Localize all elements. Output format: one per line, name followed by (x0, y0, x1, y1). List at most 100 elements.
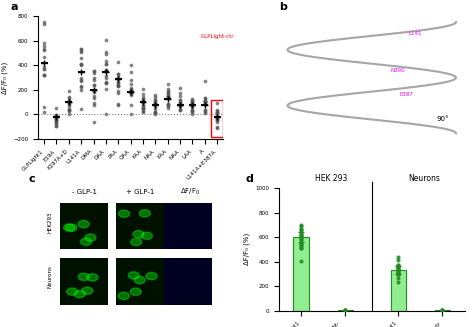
Point (115, 83, 122, 89)
Point (102, 80, 109, 85)
Point (90, 95, 97, 100)
Point (297, 258, 305, 264)
Point (341, 308, 349, 313)
Point (102, 49, 109, 55)
Point (65, 107, 73, 112)
Point (127, 87, 135, 92)
Y-axis label: ΔF/F₀ (%): ΔF/F₀ (%) (243, 233, 250, 266)
Point (438, 308, 446, 313)
Point (394, 271, 402, 277)
Point (102, 37, 109, 43)
Point (152, 110, 159, 115)
Point (297, 226, 305, 231)
Point (102, 67, 109, 72)
Point (297, 229, 305, 234)
Text: d: d (246, 174, 254, 184)
Text: Neurons: Neurons (408, 174, 440, 183)
Bar (435, 310, 450, 311)
Text: L141: L141 (409, 31, 422, 36)
Text: E387: E387 (400, 92, 413, 97)
Point (164, 94, 172, 99)
Point (201, 108, 209, 113)
Point (341, 307, 349, 312)
Point (394, 270, 402, 276)
Point (201, 99, 209, 104)
Point (102, 62, 109, 67)
Point (77, 46, 85, 51)
Point (77, 76, 85, 81)
Point (152, 100, 159, 105)
Point (297, 222, 305, 228)
Point (139, 97, 147, 102)
Point (115, 84, 122, 89)
Point (53, 112, 60, 118)
Point (127, 86, 135, 92)
Point (102, 112, 109, 117)
Circle shape (87, 274, 98, 281)
Point (189, 101, 196, 106)
Point (213, 119, 221, 124)
Circle shape (131, 238, 142, 246)
Point (213, 109, 221, 114)
Point (394, 280, 402, 285)
Circle shape (128, 272, 139, 279)
Point (65, 95, 73, 100)
Bar (116, 258, 164, 304)
Point (90, 83, 97, 88)
Point (201, 101, 209, 106)
Point (152, 110, 159, 115)
Point (341, 308, 349, 313)
Point (127, 92, 135, 97)
Text: GLPLight-ctr: GLPLight-ctr (201, 34, 234, 40)
Point (90, 68, 97, 74)
Point (297, 245, 305, 250)
Point (65, 98, 73, 104)
Point (297, 245, 305, 250)
Point (53, 123, 60, 128)
Text: + GLP-1: + GLP-1 (126, 189, 154, 195)
Point (201, 78, 209, 84)
Circle shape (78, 273, 90, 281)
Point (297, 236, 305, 242)
Point (394, 272, 402, 277)
Point (164, 104, 172, 109)
Point (438, 308, 446, 313)
Point (77, 79, 85, 84)
Point (40, 64, 48, 69)
Point (152, 107, 159, 112)
Point (139, 91, 147, 96)
Point (189, 107, 196, 112)
Point (297, 233, 305, 238)
Point (102, 86, 109, 92)
Point (189, 101, 196, 106)
Point (139, 108, 147, 113)
Point (90, 88, 97, 93)
Point (394, 269, 402, 274)
Point (164, 88, 172, 94)
Point (297, 231, 305, 236)
Point (201, 111, 209, 116)
Text: a: a (10, 2, 18, 12)
Circle shape (67, 288, 78, 295)
Point (164, 102, 172, 108)
Point (77, 56, 85, 61)
Y-axis label: ΔF/F₀ (%): ΔF/F₀ (%) (1, 61, 8, 94)
Point (394, 266, 402, 271)
Point (115, 79, 122, 84)
Point (65, 95, 73, 100)
Point (176, 108, 184, 113)
Point (176, 97, 184, 102)
Circle shape (118, 210, 129, 217)
Point (394, 266, 402, 271)
Point (341, 307, 349, 312)
Point (77, 107, 85, 112)
Point (201, 100, 209, 105)
Point (201, 95, 209, 101)
Point (297, 235, 305, 240)
Point (77, 87, 85, 92)
Point (40, 72, 48, 77)
Point (164, 102, 172, 107)
Point (394, 268, 402, 274)
Point (176, 99, 184, 105)
Circle shape (78, 220, 89, 228)
